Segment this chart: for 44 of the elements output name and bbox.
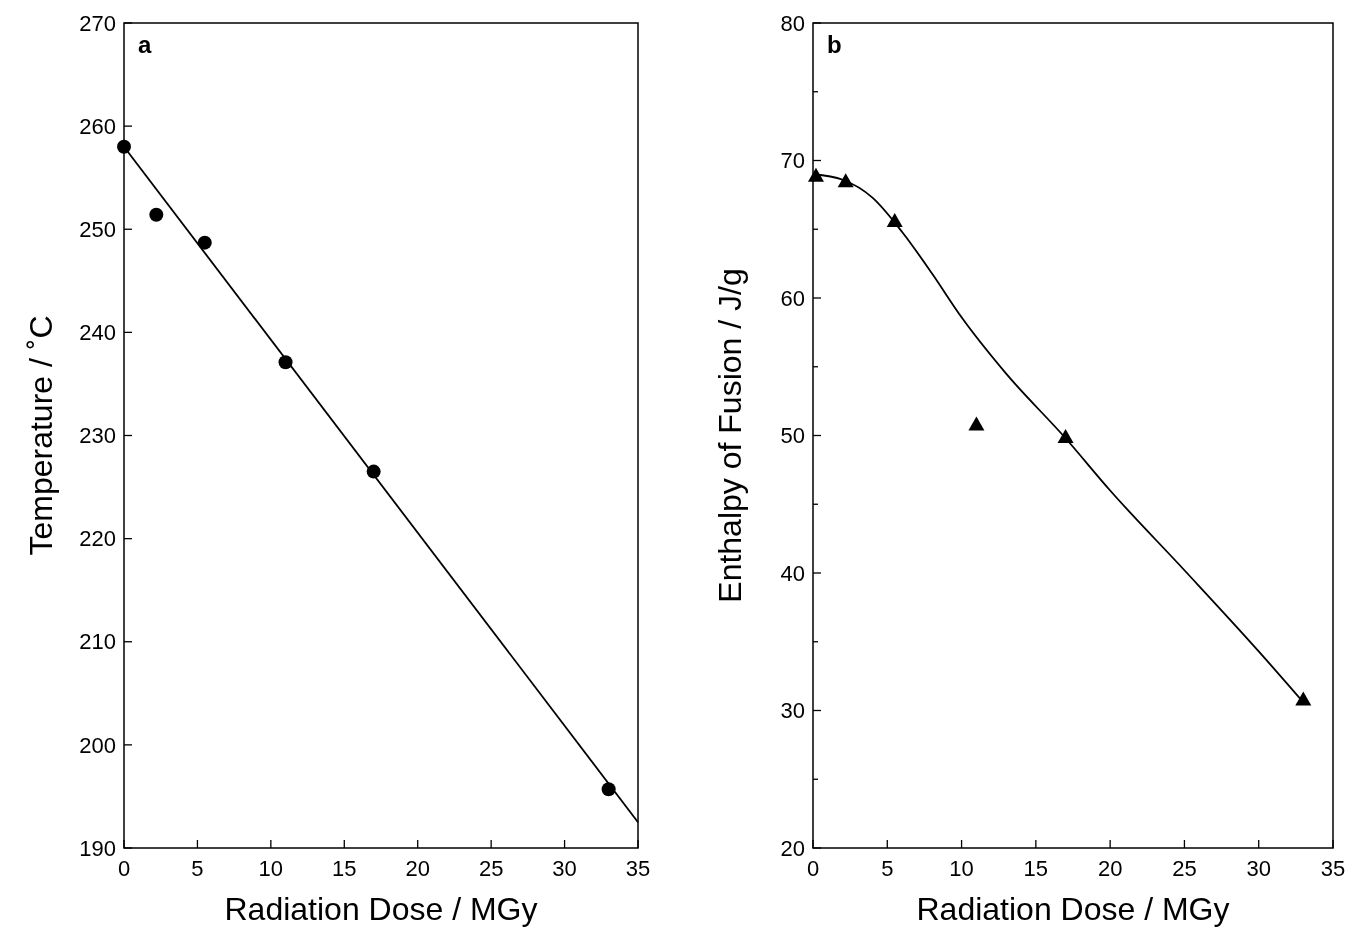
y-tick-label: 40 bbox=[780, 560, 805, 586]
y-axis-title: Temperature / ˚C bbox=[23, 315, 59, 556]
annotation: b bbox=[827, 31, 842, 58]
x-tick-label: 5 bbox=[191, 856, 204, 881]
point bbox=[149, 207, 164, 222]
y-tick-label: 200 bbox=[79, 732, 116, 758]
y-tick-label: 220 bbox=[79, 526, 116, 552]
x-tick-label: 30 bbox=[1246, 856, 1271, 881]
x-tick-label: 5 bbox=[881, 856, 894, 881]
point bbox=[117, 139, 131, 154]
point bbox=[968, 416, 985, 431]
y-tick-label: 230 bbox=[79, 423, 116, 449]
x-tick-label: 0 bbox=[806, 856, 820, 881]
y-tick-label: 30 bbox=[780, 698, 805, 724]
x-axis-title: Radiation Dose / MGy bbox=[224, 891, 538, 927]
y-axis-title: Enthalpy of Fusion / J/g bbox=[712, 268, 748, 603]
y-tick-label: 60 bbox=[780, 285, 805, 311]
y-tick-label: 190 bbox=[79, 835, 116, 861]
y-tick-label: 70 bbox=[780, 148, 805, 174]
x-tick-label: 0 bbox=[117, 856, 131, 881]
y-tick-label: 210 bbox=[79, 629, 116, 655]
x-tick-label: 20 bbox=[1097, 856, 1123, 881]
x-tick-label: 10 bbox=[949, 856, 974, 881]
y-tick-label: 260 bbox=[79, 113, 116, 139]
x-tick-label: 10 bbox=[258, 856, 284, 881]
y-tick-label: 50 bbox=[780, 423, 805, 449]
x-tick-label: 25 bbox=[478, 856, 504, 881]
y-tick-label: 20 bbox=[780, 835, 805, 861]
point bbox=[1295, 691, 1312, 706]
y-tick-label: 250 bbox=[79, 216, 116, 242]
x-tick-label: 15 bbox=[332, 856, 357, 881]
point bbox=[807, 167, 824, 182]
y-tick-label: 240 bbox=[79, 320, 116, 346]
x-tick-label: 30 bbox=[552, 856, 577, 881]
point bbox=[197, 235, 212, 250]
x-tick-label: 20 bbox=[405, 856, 430, 881]
x-tick-label: 15 bbox=[1023, 856, 1049, 881]
y-tick-label: 270 bbox=[79, 10, 116, 36]
x-tick-label: 35 bbox=[1320, 856, 1346, 881]
y-tick-label: 80 bbox=[780, 10, 805, 36]
x-tick-label: 25 bbox=[1172, 856, 1197, 881]
x-tick-label: 35 bbox=[625, 856, 651, 881]
x-axis-title: Radiation Dose / MGy bbox=[916, 891, 1230, 927]
annotation: a bbox=[138, 31, 152, 58]
